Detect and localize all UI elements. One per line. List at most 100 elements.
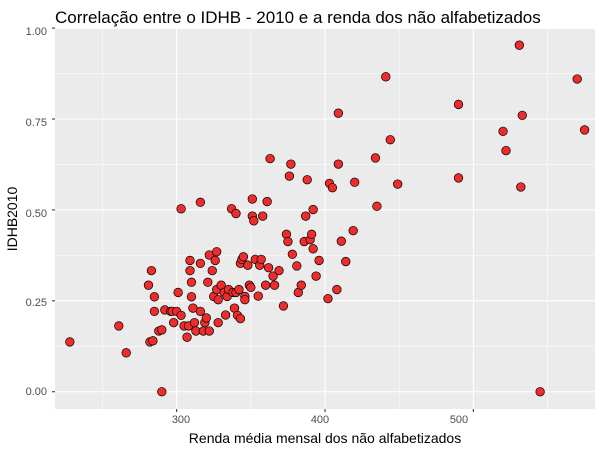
- data-point: [453, 173, 464, 183]
- data-point: [189, 317, 200, 328]
- data-point: [185, 255, 195, 266]
- data-point: [157, 325, 167, 335]
- x-axis: 300 400 500: [172, 414, 468, 426]
- data-point: [350, 177, 360, 187]
- data-point: [308, 244, 318, 254]
- data-point: [579, 125, 590, 135]
- data-point: [302, 175, 312, 185]
- data-point: [453, 99, 464, 110]
- y-tick-label: 0.00: [26, 386, 47, 398]
- data-point: [203, 277, 213, 287]
- data-point: [176, 204, 186, 214]
- data-point: [143, 280, 154, 290]
- data-point: [336, 236, 346, 246]
- data-point: [249, 216, 259, 226]
- data-point: [268, 271, 278, 281]
- data-point: [269, 280, 280, 290]
- data-point: [262, 196, 272, 207]
- data-point: [501, 145, 511, 156]
- data-point: [311, 271, 321, 281]
- data-point: [146, 265, 157, 276]
- y-axis-title: IDHB2010: [4, 186, 20, 251]
- data-point: [287, 249, 298, 259]
- data-point: [195, 258, 206, 269]
- data-point: [195, 306, 206, 317]
- data-point: [381, 72, 391, 82]
- data-point: [246, 282, 256, 293]
- data-point: [173, 287, 183, 298]
- data-point: [296, 280, 306, 290]
- data-point: [238, 252, 249, 262]
- data-point: [256, 254, 266, 265]
- x-tick-label: 400: [311, 414, 329, 426]
- x-tick-label: 500: [450, 414, 468, 426]
- data-point: [157, 387, 167, 397]
- y-tick-label: 1.00: [26, 26, 47, 38]
- data-point: [327, 183, 338, 193]
- data-point: [348, 225, 358, 236]
- data-point: [185, 265, 195, 276]
- data-point: [278, 301, 289, 311]
- data-point: [182, 332, 192, 342]
- data-point: [114, 321, 124, 331]
- chart-title: Correlação entre o IDHB - 2010 e a renda…: [55, 8, 541, 27]
- data-point: [220, 310, 231, 320]
- data-point: [243, 260, 253, 270]
- x-axis-title: Renda média mensal dos não alfabetizados: [189, 430, 461, 446]
- data-point: [333, 108, 344, 118]
- data-point: [514, 40, 524, 50]
- data-point: [210, 255, 220, 266]
- data-point: [169, 317, 179, 328]
- data-point: [235, 313, 246, 324]
- data-point: [341, 256, 351, 267]
- data-point: [148, 336, 158, 346]
- data-point: [186, 292, 197, 302]
- data-point: [314, 255, 324, 266]
- data-point: [498, 126, 508, 137]
- data-point: [333, 159, 344, 169]
- data-point: [247, 194, 257, 204]
- data-point: [516, 182, 526, 192]
- data-point: [231, 208, 241, 219]
- data-point: [149, 306, 160, 317]
- y-tick-label: 0.50: [26, 208, 47, 220]
- data-point: [393, 179, 403, 189]
- data-point: [207, 265, 217, 276]
- data-point: [372, 201, 382, 211]
- data-point: [201, 313, 211, 323]
- data-point: [176, 310, 186, 321]
- y-tick-label: 0.75: [26, 117, 47, 129]
- data-point: [258, 211, 268, 221]
- data-points: [65, 40, 590, 397]
- data-point: [274, 265, 284, 276]
- data-point: [306, 229, 317, 239]
- data-point: [212, 247, 222, 257]
- data-point: [572, 74, 582, 84]
- data-point: [323, 293, 333, 304]
- y-axis: 1.00 0.75 0.50 0.25 0.00: [26, 26, 47, 398]
- data-point: [65, 337, 75, 347]
- data-point: [332, 284, 342, 295]
- data-point: [370, 153, 381, 163]
- data-point: [121, 348, 131, 358]
- data-point: [186, 277, 197, 287]
- x-tick-label: 300: [172, 414, 190, 426]
- y-tick-label: 0.25: [26, 297, 47, 309]
- data-point: [234, 284, 244, 295]
- data-point: [263, 263, 274, 273]
- data-point: [292, 261, 302, 271]
- data-point: [195, 197, 206, 207]
- data-point: [213, 317, 223, 328]
- data-point: [265, 153, 275, 164]
- data-point: [213, 295, 223, 305]
- data-point: [301, 211, 311, 221]
- data-point: [385, 135, 395, 145]
- data-point: [308, 204, 318, 215]
- data-point: [149, 292, 160, 302]
- major-gridlines: [55, 27, 595, 409]
- tick-marks: [52, 27, 474, 412]
- data-point: [535, 387, 545, 397]
- data-point: [261, 280, 271, 290]
- data-point: [517, 110, 527, 121]
